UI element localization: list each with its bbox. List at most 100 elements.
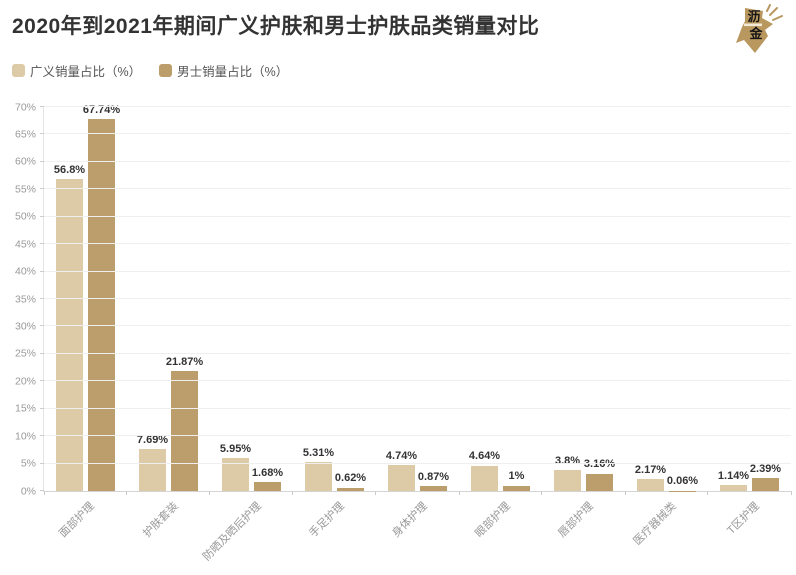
x-axis-label: 手足护理 bbox=[306, 500, 347, 540]
bar-value-label: 5.31% bbox=[302, 446, 335, 459]
y-axis-tick bbox=[40, 380, 44, 382]
x-axis-tick bbox=[458, 491, 460, 495]
gridline bbox=[44, 380, 791, 382]
bar-guangyi: 5.31% bbox=[303, 447, 334, 491]
x-axis-tick bbox=[624, 491, 626, 495]
bar-nanshi: 2.39% bbox=[750, 463, 781, 491]
y-axis-label: 0% bbox=[20, 484, 36, 497]
bar-value-label: 67.74% bbox=[82, 104, 121, 117]
bar-value-label: 3.16% bbox=[583, 458, 616, 471]
logo-char-top: 沥 bbox=[747, 9, 760, 24]
bar-value-label: 56.8% bbox=[53, 164, 86, 177]
x-axis-label: 唇部护理 bbox=[555, 500, 596, 540]
x-axis-label: 防晒及晒后护理 bbox=[200, 500, 264, 564]
y-axis-tick bbox=[40, 298, 44, 299]
y-axis-label: 20% bbox=[14, 375, 36, 388]
y-axis-tick bbox=[40, 325, 44, 327]
y-axis-tick bbox=[40, 215, 44, 217]
y-axis-label: 40% bbox=[14, 265, 36, 278]
legend-item-nanshi[interactable]: 男士销量占比（%） bbox=[159, 61, 288, 80]
bar-nanshi: 1% bbox=[503, 470, 530, 491]
y-axis-label: 35% bbox=[14, 292, 36, 305]
bar-nanshi: 67.74% bbox=[83, 104, 120, 491]
gridline bbox=[44, 462, 791, 464]
x-axis-label: 眼部护理 bbox=[472, 500, 513, 540]
y-axis-tick bbox=[40, 490, 44, 491]
y-axis-label: 55% bbox=[14, 183, 36, 196]
legend-item-guangyi[interactable]: 广义销量占比（%） bbox=[12, 61, 141, 80]
bar-guangyi: 5.95% bbox=[220, 443, 251, 491]
gridline bbox=[44, 133, 791, 135]
legend: 广义销量占比（%） 男士销量占比（%） bbox=[12, 61, 288, 80]
gridline bbox=[44, 106, 791, 107]
bar-value-label: 5.95% bbox=[219, 443, 252, 456]
y-axis-tick bbox=[40, 188, 44, 190]
legend-swatch-guangyi bbox=[12, 64, 25, 77]
y-axis-tick bbox=[40, 133, 44, 135]
gridline bbox=[44, 215, 791, 217]
logo-stripe bbox=[744, 23, 762, 27]
x-axis-label: T区护理 bbox=[724, 500, 762, 537]
bar-group: 56.8% 67.74% bbox=[44, 104, 127, 491]
bar-nanshi: 0.62% bbox=[335, 472, 366, 491]
bar-group: 4.74% 0.87% bbox=[376, 107, 459, 491]
legend-label-guangyi: 广义销量占比（%） bbox=[30, 65, 142, 79]
y-axis-label: 5% bbox=[20, 457, 36, 470]
y-axis-label: 30% bbox=[14, 320, 36, 333]
chart-title: 2020年到2021年期间广义护肤和男士护肤品类销量对比 bbox=[12, 15, 540, 38]
y-axis-tick bbox=[40, 270, 44, 272]
bar-value-label: 2.17% bbox=[634, 463, 667, 476]
x-axis-tick bbox=[43, 491, 45, 495]
bar-value-label: 0.62% bbox=[334, 472, 367, 485]
bar-value-label: 2.39% bbox=[749, 462, 782, 475]
y-axis-label: 25% bbox=[14, 347, 36, 360]
bar-nanshi: 3.16% bbox=[584, 458, 615, 491]
y-axis-label: 10% bbox=[14, 429, 36, 442]
bar-group: 5.31% 0.62% bbox=[293, 107, 376, 491]
bar-group: 2.17% 0.06% bbox=[625, 107, 708, 491]
x-axis-tick bbox=[292, 491, 294, 495]
y-axis-label: 60% bbox=[14, 155, 36, 168]
bar-group: 3.8% 3.16% bbox=[542, 107, 625, 491]
bar-group: 7.69% 21.87% bbox=[127, 107, 210, 491]
gridline bbox=[44, 188, 791, 190]
gridline bbox=[44, 435, 791, 437]
bar-group: 4.64% 1% bbox=[459, 107, 542, 491]
bar-group: 5.95% 1.68% bbox=[210, 107, 293, 491]
gridline bbox=[44, 160, 791, 162]
gridline bbox=[44, 352, 791, 354]
lijin-logo: 沥 金 bbox=[736, 4, 783, 53]
gridline bbox=[44, 298, 791, 299]
x-axis-tick bbox=[541, 491, 543, 495]
y-axis-tick bbox=[40, 435, 44, 437]
bar-groups: 56.8% 67.74% 7.69% 21.87% 5.95% 1.68% 5.31% 0.6… bbox=[44, 104, 791, 491]
bar-guangyi: 56.8% bbox=[54, 164, 85, 491]
bar-group: 1.14% 2.39% bbox=[708, 107, 791, 491]
y-axis-label: 50% bbox=[14, 210, 36, 223]
y-axis-tick bbox=[40, 243, 44, 245]
y-axis-label: 45% bbox=[14, 237, 36, 250]
bar-value-label: 0.87% bbox=[417, 471, 450, 484]
x-axis-label: 护肤套装 bbox=[140, 500, 181, 540]
bar-value-label: 0.06% bbox=[666, 475, 699, 488]
bar-value-label: 4.64% bbox=[468, 450, 501, 463]
gridline bbox=[44, 270, 791, 272]
gridline bbox=[44, 325, 791, 327]
y-axis-tick bbox=[40, 407, 44, 409]
bar-value-label: 3.8% bbox=[554, 454, 581, 467]
y-axis-tick bbox=[40, 352, 44, 354]
y-axis-label: 15% bbox=[14, 402, 36, 415]
legend-swatch-nanshi bbox=[159, 64, 173, 77]
bar-guangyi: 2.17% bbox=[635, 464, 666, 491]
gridline bbox=[44, 407, 791, 409]
x-axis-tick bbox=[126, 491, 128, 495]
x-axis-tick bbox=[790, 491, 792, 495]
bar-guangyi: 7.69% bbox=[137, 434, 168, 491]
x-axis-label: 医疗器械类 bbox=[630, 500, 679, 548]
bar-value-label: 4.74% bbox=[385, 449, 418, 462]
y-axis-tick bbox=[40, 462, 44, 464]
sparkle-lines bbox=[766, 4, 783, 21]
bar-guangyi: 4.74% bbox=[386, 450, 417, 491]
legend-label-nanshi: 男士销量占比（%） bbox=[177, 65, 289, 79]
